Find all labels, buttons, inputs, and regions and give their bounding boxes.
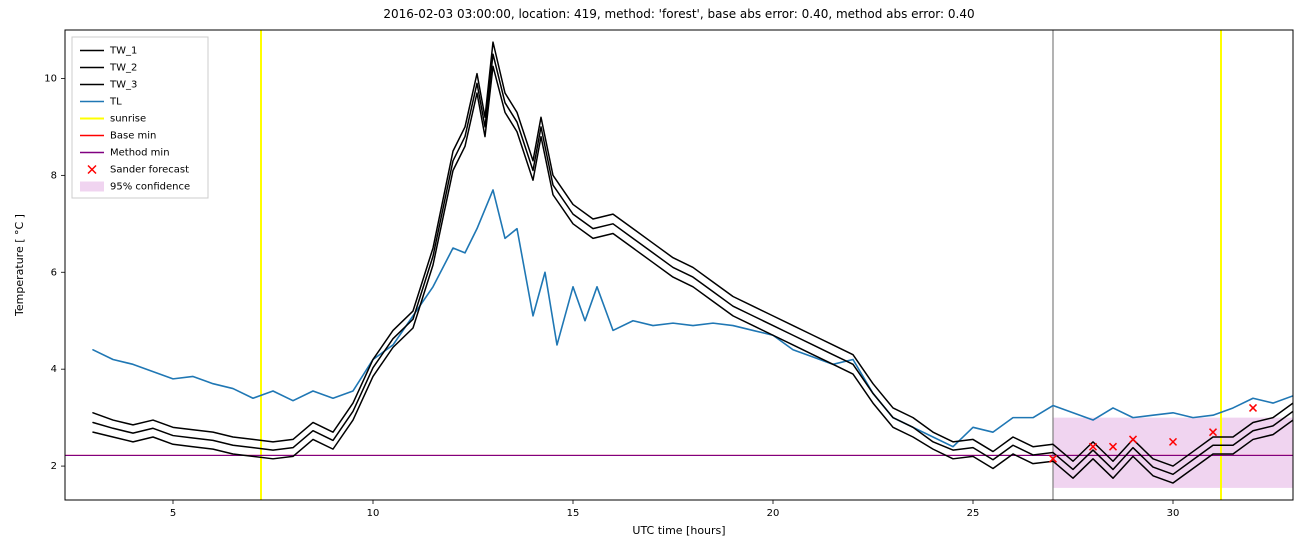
x-axis-label: UTC time [hours]	[632, 524, 725, 537]
legend-label: sunrise	[110, 114, 146, 125]
legend-label: Method min	[110, 148, 170, 159]
legend-label: Base min	[110, 131, 156, 142]
confidence-band	[1053, 418, 1293, 488]
legend-label: TW_3	[109, 80, 137, 91]
legend-label: Sander forecast	[110, 165, 189, 176]
chart-title: 2016-02-03 03:00:00, location: 419, meth…	[383, 7, 974, 21]
xtick-label: 15	[567, 508, 580, 519]
chart-container: 5 10 15 20 25 30 2 4 6 8 10 UTC time [hours] Tempera…	[0, 0, 1310, 547]
legend-label: TW_1	[109, 46, 137, 57]
chart-svg: 5 10 15 20 25 30 2 4 6 8 10 UTC time [hours] Tempera…	[0, 0, 1310, 547]
ytick-label: 6	[51, 267, 57, 278]
ytick-label: 8	[51, 170, 57, 181]
legend-swatch	[80, 182, 104, 192]
y-axis-label: Temperature [ °C ]	[13, 214, 26, 317]
ytick-label: 4	[51, 364, 57, 375]
xtick-label: 5	[170, 508, 176, 519]
xtick-label: 30	[1167, 508, 1180, 519]
xtick-label: 20	[767, 508, 780, 519]
ytick-label: 2	[51, 461, 57, 472]
legend-label: 95% confidence	[110, 182, 190, 193]
legend-label: TL	[109, 97, 122, 108]
ytick-label: 10	[44, 73, 57, 84]
legend-label: TW_2	[109, 63, 137, 74]
xtick-label: 10	[367, 508, 380, 519]
xtick-label: 25	[967, 508, 980, 519]
